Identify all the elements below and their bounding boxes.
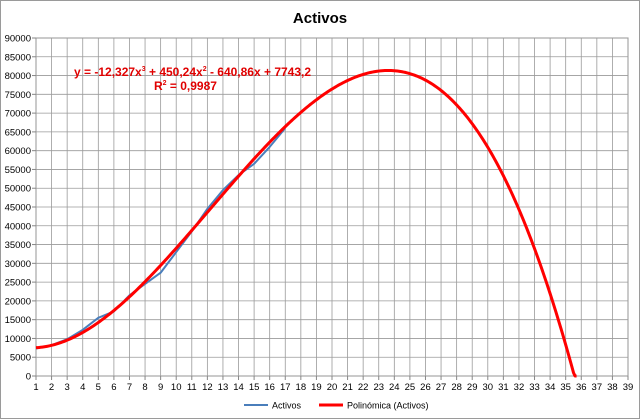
x-tick-label: 23 — [373, 382, 384, 393]
x-tick-label: 2 — [49, 382, 54, 393]
x-tick-label: 28 — [451, 382, 462, 393]
x-tick-label: 30 — [483, 382, 494, 393]
x-tick-label: 5 — [96, 382, 101, 393]
x-tick-label: 8 — [142, 382, 147, 393]
y-tick-label: 20000 — [5, 296, 31, 307]
x-tick-label: 36 — [576, 382, 587, 393]
chart-title: Activos — [293, 10, 347, 27]
trendline-equation: y = -12,327x3 + 450,24x2 - 640,86x + 774… — [74, 65, 311, 79]
x-tick-label: 22 — [358, 382, 369, 393]
x-tick-label: 20 — [327, 382, 338, 393]
x-tick-label: 12 — [202, 382, 213, 393]
x-tick-label: 7 — [127, 382, 132, 393]
x-tick-label: 27 — [436, 382, 447, 393]
x-tick-label: 35 — [560, 382, 571, 393]
y-tick-label: 50000 — [5, 184, 31, 195]
y-tick-label: 30000 — [5, 259, 31, 270]
x-tick-label: 39 — [623, 382, 634, 393]
y-tick-label: 75000 — [5, 90, 31, 101]
y-tick-label: 60000 — [5, 146, 31, 157]
y-axis-ticks: 0 5000 10000 15000 20000 25000 30000 35000 40000… — [5, 34, 36, 383]
x-tick-label: 14 — [233, 382, 244, 393]
y-tick-label: 25000 — [5, 278, 31, 289]
grid — [35, 37, 629, 377]
series-group — [35, 68, 577, 378]
x-tick-label: 11 — [187, 382, 197, 393]
x-tick-label: 18 — [296, 382, 307, 393]
x-tick-label: 19 — [311, 382, 322, 393]
x-tick-label: 1 — [33, 382, 38, 393]
y-tick-label: 35000 — [5, 240, 31, 251]
series-polynomial-trendline — [35, 68, 577, 378]
y-tick-label: 0 — [26, 372, 31, 383]
x-tick-label: 13 — [218, 382, 229, 393]
x-tick-label: 32 — [514, 382, 525, 393]
x-tick-label: 4 — [80, 382, 85, 393]
x-tick-label: 29 — [467, 382, 478, 393]
x-tick-label: 33 — [529, 382, 540, 393]
x-tick-label: 15 — [249, 382, 260, 393]
x-tick-label: 24 — [389, 382, 400, 393]
trendline-annotation: y = -12,327x3 + 450,24x2 - 640,86x + 774… — [74, 65, 311, 93]
x-tick-label: 34 — [545, 382, 556, 393]
legend: Activos Polinómica (Activos) — [244, 401, 429, 411]
x-tick-label: 10 — [171, 382, 182, 393]
x-tick-label: 31 — [498, 382, 509, 393]
r-squared-label: R2 = 0,9987 — [154, 79, 217, 93]
y-tick-label: 80000 — [5, 71, 31, 82]
legend-item-activos-label: Activos — [272, 401, 302, 411]
y-tick-label: 90000 — [5, 34, 31, 45]
y-tick-label: 55000 — [5, 165, 31, 176]
legend-item-polinomica-label: Polinómica (Activos) — [347, 401, 429, 411]
y-tick-label: 15000 — [5, 315, 31, 326]
y-tick-label: 5000 — [10, 353, 31, 364]
x-tick-label: 21 — [342, 382, 353, 393]
x-tick-label: 37 — [592, 382, 603, 393]
x-tick-label: 26 — [420, 382, 431, 393]
x-tick-label: 3 — [65, 382, 70, 393]
y-tick-label: 65000 — [5, 127, 31, 138]
y-tick-label: 70000 — [5, 109, 31, 120]
y-tick-label: 45000 — [5, 203, 31, 214]
x-tick-label: 38 — [607, 382, 618, 393]
x-tick-label: 6 — [111, 382, 116, 393]
y-tick-label: 40000 — [5, 221, 31, 232]
x-axis-ticks: 1 2 3 4 5 6 7 8 9 10 11 12 13 14 15 16 17 18 19 20 21 22 23 24 2… — [33, 376, 633, 393]
x-tick-label: 16 — [264, 382, 275, 393]
x-tick-label: 9 — [158, 382, 163, 393]
x-tick-label: 25 — [405, 382, 416, 393]
y-tick-label: 85000 — [5, 52, 31, 63]
y-tick-label: 10000 — [5, 334, 31, 345]
x-tick-label: 17 — [280, 382, 291, 393]
